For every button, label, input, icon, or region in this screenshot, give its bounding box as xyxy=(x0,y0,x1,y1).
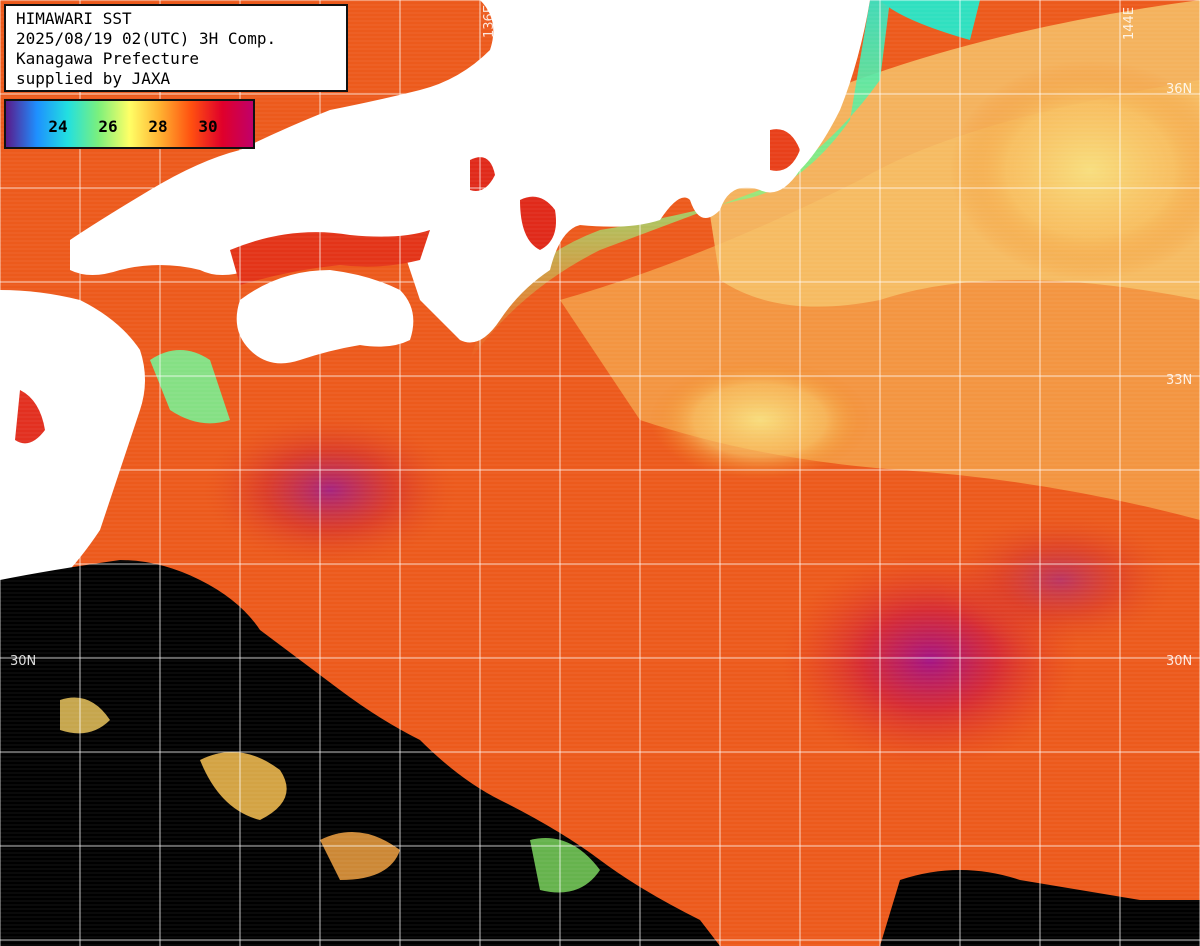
lat-label-30n: 30N xyxy=(1166,654,1193,669)
legend-label-30: 30 xyxy=(198,117,218,136)
lat-label-33-left: 33 xyxy=(10,373,27,388)
legend-label-24: 24 xyxy=(48,117,68,136)
title-line-region: Kanagawa Prefecture xyxy=(16,49,200,68)
title-line-credit: supplied by JAXA xyxy=(16,69,171,88)
title-line-datetime: 2025/08/19 02(UTC) 3H Comp. xyxy=(16,29,277,48)
lon-label-136e: 136E xyxy=(482,4,497,38)
sst-color-legend: 24 26 28 30 xyxy=(4,99,255,149)
lat-label-33n: 33N xyxy=(1166,373,1193,388)
title-box: HIMAWARI SST 2025/08/19 02(UTC) 3H Comp.… xyxy=(4,4,348,92)
lon-label-144e: 144E xyxy=(1122,6,1137,40)
lat-label-36n: 36N xyxy=(1166,82,1193,97)
legend-label-28: 28 xyxy=(148,117,168,136)
lat-label-30n-left: 30N xyxy=(10,654,37,669)
legend-label-26: 26 xyxy=(98,117,118,136)
title-line-product: HIMAWARI SST xyxy=(16,9,132,28)
